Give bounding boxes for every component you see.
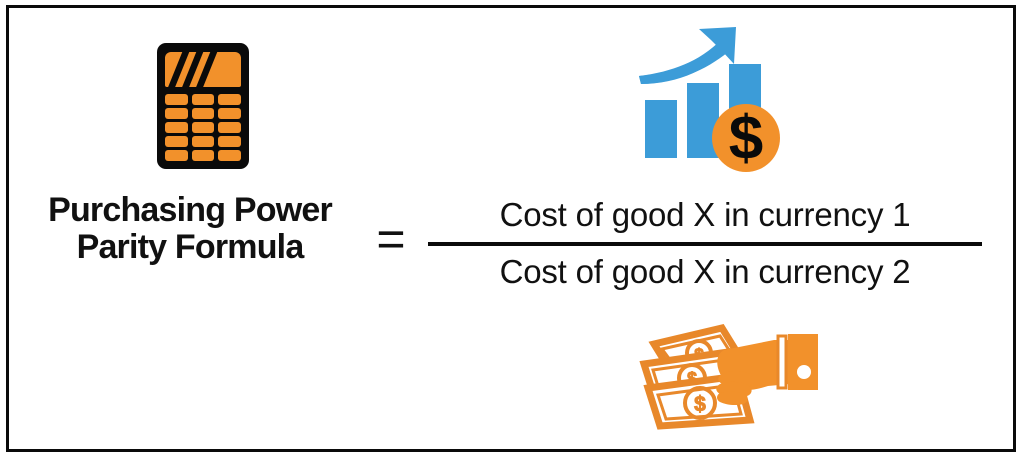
calculator-key <box>218 108 241 119</box>
calculator-key <box>165 108 188 119</box>
calculator-keypad <box>165 94 241 161</box>
calculator-key <box>165 94 188 105</box>
calculator-key <box>218 136 241 147</box>
title-line-1: Purchasing Power <box>48 191 333 229</box>
calculator-key <box>191 150 215 161</box>
sleeve-cuff <box>776 334 818 390</box>
calculator-key <box>191 94 215 105</box>
image-border-frame <box>6 5 1016 452</box>
dollar-coin <box>712 104 780 172</box>
calculator-screen <box>165 52 241 87</box>
calculator-key <box>165 150 188 161</box>
growth-chart-icon: $ <box>633 26 783 178</box>
calculator-key <box>191 136 215 147</box>
title-line-2: Parity Formula <box>76 228 305 266</box>
calculator-key <box>165 122 188 133</box>
chart-bar-1 <box>645 100 677 158</box>
formula-fraction: Cost of good X in currency 1 Cost of goo… <box>428 192 982 295</box>
hand-shape <box>716 340 790 406</box>
calculator-key <box>218 150 241 161</box>
calculator-key <box>218 94 241 105</box>
calculator-key <box>191 108 215 119</box>
calculator-key <box>191 122 215 133</box>
calculator-key <box>165 136 188 147</box>
rising-arrow-head <box>699 27 736 64</box>
cuff-button <box>797 365 811 379</box>
equals-sign: = <box>376 211 406 267</box>
hand-holding-money-icon: $ $ $ <box>638 322 828 430</box>
fraction-numerator: Cost of good X in currency 1 <box>499 196 911 233</box>
fraction-denominator: Cost of good X in currency 2 <box>499 253 911 290</box>
svg-text:$: $ <box>694 393 706 416</box>
dollar-sign: $ <box>729 104 763 173</box>
page-title: Purchasing Power Parity Formula <box>14 192 366 266</box>
calculator-key <box>218 122 241 133</box>
fraction-bar <box>428 242 982 246</box>
calculator-icon <box>157 43 249 169</box>
